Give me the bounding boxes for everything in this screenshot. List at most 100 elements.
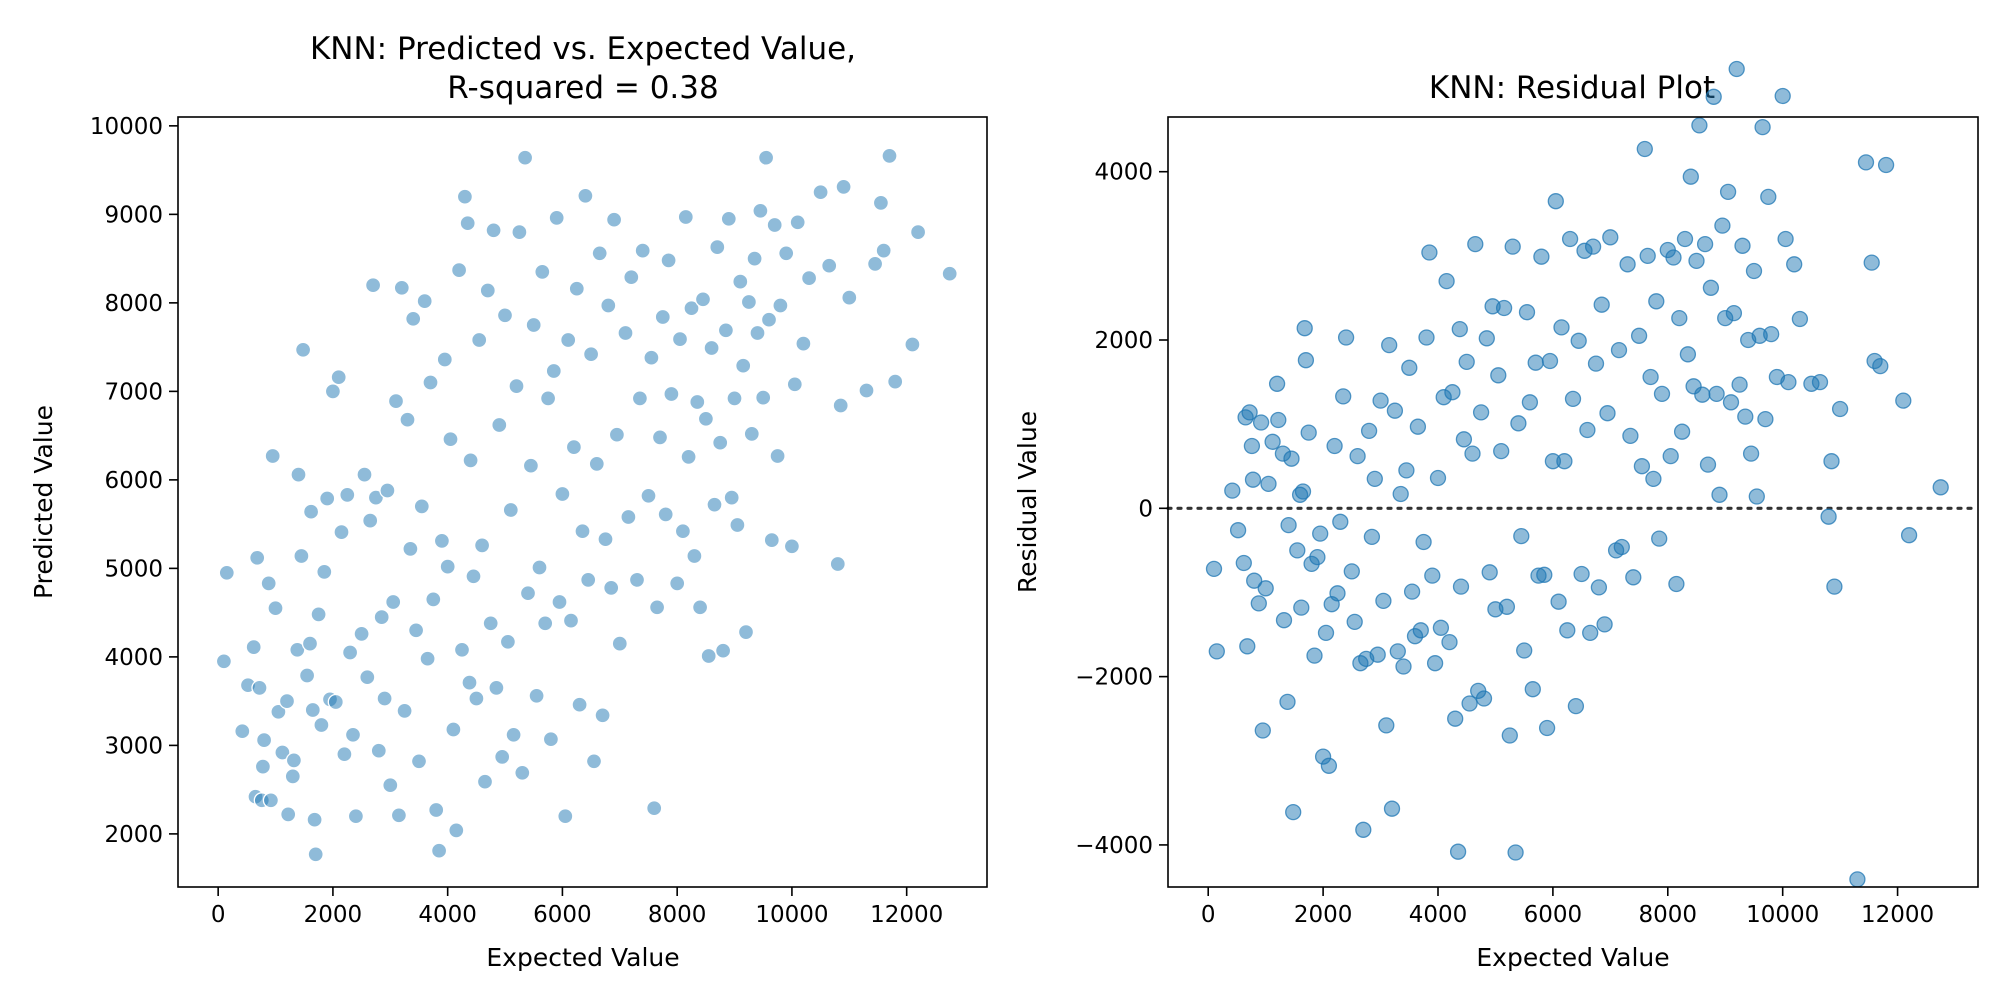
data-point	[909, 223, 927, 241]
data-point	[1246, 572, 1263, 589]
data-point	[1510, 415, 1527, 432]
x-axis-ticks: 0 2000 4000 6000 8000 10000 12000	[1201, 887, 1934, 928]
data-point	[353, 625, 370, 643]
data-point	[746, 250, 763, 267]
data-point	[1507, 844, 1524, 861]
data-point	[1421, 244, 1438, 261]
data-point	[1714, 217, 1731, 234]
data-point	[1270, 411, 1287, 429]
y-axis-ticks: −4000 −2000 0 2000 4000	[1075, 160, 1168, 859]
data-point	[714, 642, 732, 659]
data-point	[1490, 367, 1507, 384]
data-point	[1757, 410, 1774, 428]
data-point	[1668, 575, 1685, 593]
data-point	[743, 425, 760, 443]
data-point	[760, 311, 778, 328]
x-axis-ticks: 0 2000 4000 6000 8000 10000 12000	[211, 887, 943, 928]
data-point	[628, 571, 646, 589]
data-point	[694, 291, 712, 308]
scatter-points	[215, 147, 958, 863]
y-tick-label: 2000	[1094, 328, 1153, 354]
data-point	[1705, 88, 1722, 105]
chart-title: KNN: Residual Plot	[1429, 70, 1715, 106]
data-point	[1653, 385, 1671, 403]
data-point	[450, 261, 468, 279]
data-point	[364, 277, 382, 294]
data-point	[677, 208, 694, 226]
y-tick-label: 6000	[104, 468, 163, 494]
data-point	[660, 252, 677, 269]
data-point	[494, 748, 511, 766]
data-point	[1682, 168, 1699, 185]
data-point	[732, 273, 749, 290]
data-point	[319, 490, 336, 507]
data-point	[557, 808, 574, 825]
data-point	[1587, 355, 1605, 372]
data-point	[1283, 450, 1300, 467]
data-point	[1895, 392, 1912, 409]
data-point	[1553, 319, 1570, 336]
data-point	[1260, 475, 1277, 493]
data-point	[554, 485, 571, 503]
data-point	[1582, 624, 1599, 642]
data-point	[284, 768, 301, 785]
data-point	[640, 487, 657, 504]
data-point	[1369, 646, 1386, 663]
data-point	[1599, 405, 1616, 422]
data-point	[1335, 388, 1352, 405]
data-point	[519, 585, 537, 602]
data-point	[1826, 578, 1843, 595]
data-point	[476, 773, 494, 790]
data-point	[597, 531, 614, 548]
data-point	[691, 599, 709, 616]
data-point	[648, 599, 666, 616]
data-point	[1444, 384, 1461, 401]
data-point	[1518, 304, 1536, 321]
data-point	[1415, 533, 1432, 551]
data-point	[832, 397, 849, 414]
data-point	[1696, 235, 1714, 253]
data-point	[1719, 183, 1737, 201]
y-tick-label: 5000	[104, 556, 163, 582]
data-point	[1567, 697, 1585, 715]
data-point	[465, 568, 482, 585]
data-point	[1573, 565, 1590, 583]
data-point	[1426, 655, 1444, 672]
x-tick-label: 10000	[755, 902, 828, 928]
data-point	[1754, 118, 1771, 136]
data-point	[789, 214, 806, 231]
data-point	[881, 147, 898, 165]
y-tick-label: −2000	[1075, 665, 1153, 691]
data-point	[720, 210, 737, 227]
data-point	[1297, 352, 1315, 369]
data-point	[887, 373, 904, 390]
chart-title-line-2: R-squared = 0.38	[447, 70, 718, 106]
data-point	[1355, 821, 1372, 838]
data-point	[1306, 647, 1323, 664]
data-point	[324, 383, 342, 400]
data-point	[1329, 585, 1346, 602]
data-point	[1516, 642, 1533, 659]
data-point	[1579, 421, 1596, 439]
data-point	[875, 242, 892, 259]
y-tick-label: −4000	[1075, 833, 1153, 859]
data-point	[485, 222, 502, 239]
data-point	[316, 563, 333, 581]
data-point	[410, 753, 428, 770]
data-point	[1513, 527, 1530, 545]
data-point	[445, 721, 462, 738]
data-point	[1294, 483, 1312, 500]
x-tick-label: 6000	[533, 902, 592, 928]
data-point	[516, 149, 534, 166]
data-point	[1349, 447, 1366, 465]
data-point	[330, 369, 347, 386]
data-point	[697, 410, 715, 427]
data-point	[1392, 485, 1409, 503]
y-tick-label: 4000	[104, 645, 163, 671]
data-point	[525, 316, 542, 334]
data-point	[402, 540, 419, 558]
data-point	[588, 455, 605, 473]
data-point	[795, 335, 812, 352]
data-point	[376, 690, 393, 707]
data-point	[359, 669, 376, 686]
